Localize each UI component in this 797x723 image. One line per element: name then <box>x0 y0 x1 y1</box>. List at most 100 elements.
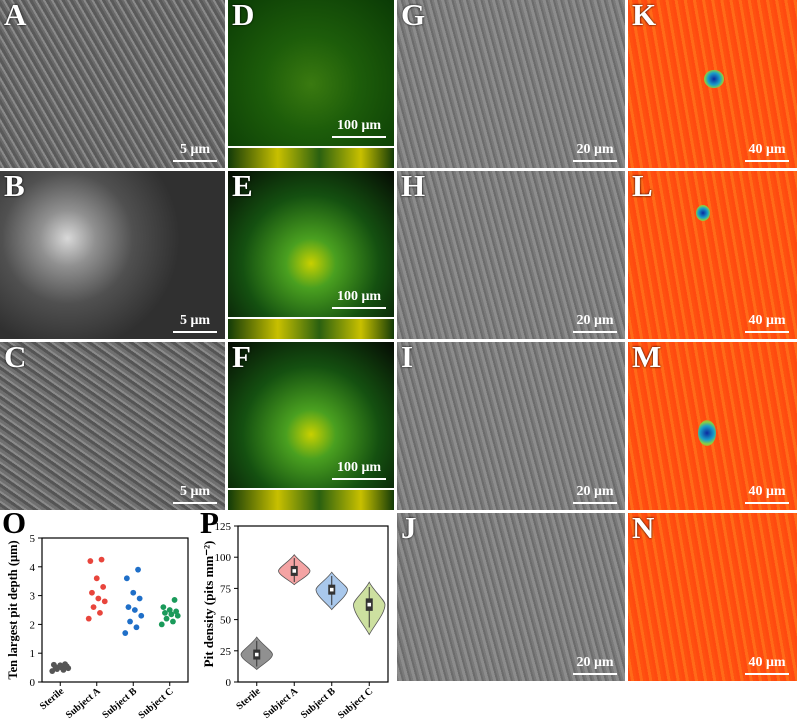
data-point <box>173 608 180 615</box>
data-point <box>122 630 129 636</box>
panel-a-scale-text: 5 μm <box>179 142 211 157</box>
x-tick-label: Sterile <box>234 686 263 713</box>
panel-f-label: F <box>232 342 251 374</box>
x-tick-label: Subject A <box>261 685 300 721</box>
panel-l-scale-text: 40 μm <box>748 313 786 328</box>
panel-a-scalebar: 5 μm <box>173 142 217 162</box>
y-tick-label: 125 <box>215 521 232 533</box>
panel-g-label: G <box>401 0 426 32</box>
panel-g-scalebar: 20 μm <box>573 142 617 162</box>
panel-j-scale-text: 20 μm <box>576 655 614 670</box>
panel-o-label: O <box>2 510 27 540</box>
panel-k-scale-text: 40 μm <box>748 142 786 157</box>
y-tick-label: 4 <box>30 562 36 574</box>
panel-e-label: E <box>232 171 253 203</box>
panel-a-image: A 5 μm <box>0 0 225 168</box>
y-tick-label: 50 <box>220 615 232 627</box>
panel-c-label: C <box>4 342 27 374</box>
pit-marker <box>704 70 724 88</box>
x-tick-label: Subject C <box>336 686 375 721</box>
x-tick-label: Subject B <box>299 686 338 721</box>
x-tick-label: Sterile <box>38 686 67 713</box>
pit-marker <box>698 420 716 446</box>
panel-i-scale-text: 20 μm <box>576 484 614 499</box>
panel-k-image: K 40 μm <box>628 0 797 168</box>
panel-e-scalebar: 100 μm <box>332 289 386 309</box>
data-point <box>163 615 170 622</box>
panel-m-scalebar: 40 μm <box>745 484 789 504</box>
y-axis-label: Pit density (pits mm⁻²) <box>201 541 216 668</box>
data-point <box>87 558 94 564</box>
y-tick-label: 25 <box>220 646 232 658</box>
plot-frame <box>237 525 389 683</box>
panel-h-scale-text: 20 μm <box>576 313 614 328</box>
panel-n-label: N <box>632 513 655 545</box>
data-point <box>49 668 56 674</box>
panel-g-scale-text: 20 μm <box>576 142 614 157</box>
data-point <box>125 604 132 611</box>
panel-i-image: I 20 μm <box>397 342 625 510</box>
panel-d-scalebar: 100 μm <box>332 118 386 138</box>
panel-f-scalebar: 100 μm <box>332 460 386 480</box>
panel-n-scale-text: 40 μm <box>748 655 786 670</box>
panel-h-image: H 20 μm <box>397 171 625 339</box>
data-point <box>136 595 143 602</box>
data-point <box>90 604 97 611</box>
data-point <box>133 624 140 631</box>
pit-density-violin-chart: 0 25 50 75 100 125 Pit density (pits mm⁻²) Ster… <box>201 521 389 721</box>
panel-h-label: H <box>401 171 426 203</box>
panel-e-side-view <box>228 317 394 339</box>
data-point <box>166 607 173 613</box>
y-tick-label: 3 <box>30 591 36 603</box>
violin-median <box>329 587 334 592</box>
panel-b-image: B 5 μm <box>0 171 225 339</box>
data-point <box>158 621 165 628</box>
panel-l-scalebar: 40 μm <box>745 313 789 333</box>
y-tick-label: 0 <box>30 677 36 689</box>
data-point <box>162 609 168 616</box>
x-tick-label: Subject C <box>136 686 175 721</box>
y-axis-label: Ten largest pit depth (μm) <box>6 540 20 679</box>
data-point <box>138 612 145 619</box>
data-point <box>57 662 64 669</box>
panel-m-image: M 40 μm <box>628 342 797 510</box>
panel-d-label: D <box>232 0 255 32</box>
panel-j-image: J 20 μm <box>397 513 625 681</box>
y-tick-label: 0 <box>226 677 232 689</box>
panel-l-image: L 40 μm <box>628 171 797 339</box>
panel-g-image: G 20 μm <box>397 0 625 168</box>
violin-median <box>254 652 259 657</box>
panel-p-chart: P 0 25 50 75 100 125 Pit density (pits mm⁻²) St… <box>200 510 396 723</box>
panel-m-scale-text: 40 μm <box>748 484 786 499</box>
pit-marker <box>696 205 710 221</box>
panel-c-scale-text: 5 μm <box>179 484 211 499</box>
y-tick-label: 5 <box>30 533 36 545</box>
y-tick-label: 2 <box>30 619 36 631</box>
panel-l-label: L <box>632 171 653 203</box>
panel-b-scale-text: 5 μm <box>179 313 211 328</box>
data-point <box>130 589 137 596</box>
data-point <box>170 618 176 625</box>
panel-d-image: D 100 μm <box>228 0 394 168</box>
data-point <box>131 607 138 613</box>
panel-j-label: J <box>401 513 417 545</box>
panel-d-scale-text: 100 μm <box>336 118 382 133</box>
panel-e-image: E 100 μm <box>228 171 394 339</box>
data-point <box>171 597 178 603</box>
panel-o-chart: O 0 1 2 3 4 5 Ten largest pit depth (μm) Steril… <box>0 510 200 723</box>
violin-median <box>367 602 372 607</box>
panel-k-scalebar: 40 μm <box>745 142 789 162</box>
data-point <box>97 609 103 616</box>
data-point <box>100 584 107 590</box>
y-tick-label: 75 <box>220 583 232 595</box>
panel-j-scalebar: 20 μm <box>573 655 617 675</box>
y-tick-label: 100 <box>215 552 232 564</box>
panel-h-scalebar: 20 μm <box>573 313 617 333</box>
panel-n-image: N 40 μm <box>628 513 797 681</box>
x-tick-label: Subject A <box>64 685 103 721</box>
data-point <box>62 661 68 668</box>
panel-c-scalebar: 5 μm <box>173 484 217 504</box>
y-tick-label: 1 <box>30 648 36 660</box>
data-point <box>93 575 100 582</box>
